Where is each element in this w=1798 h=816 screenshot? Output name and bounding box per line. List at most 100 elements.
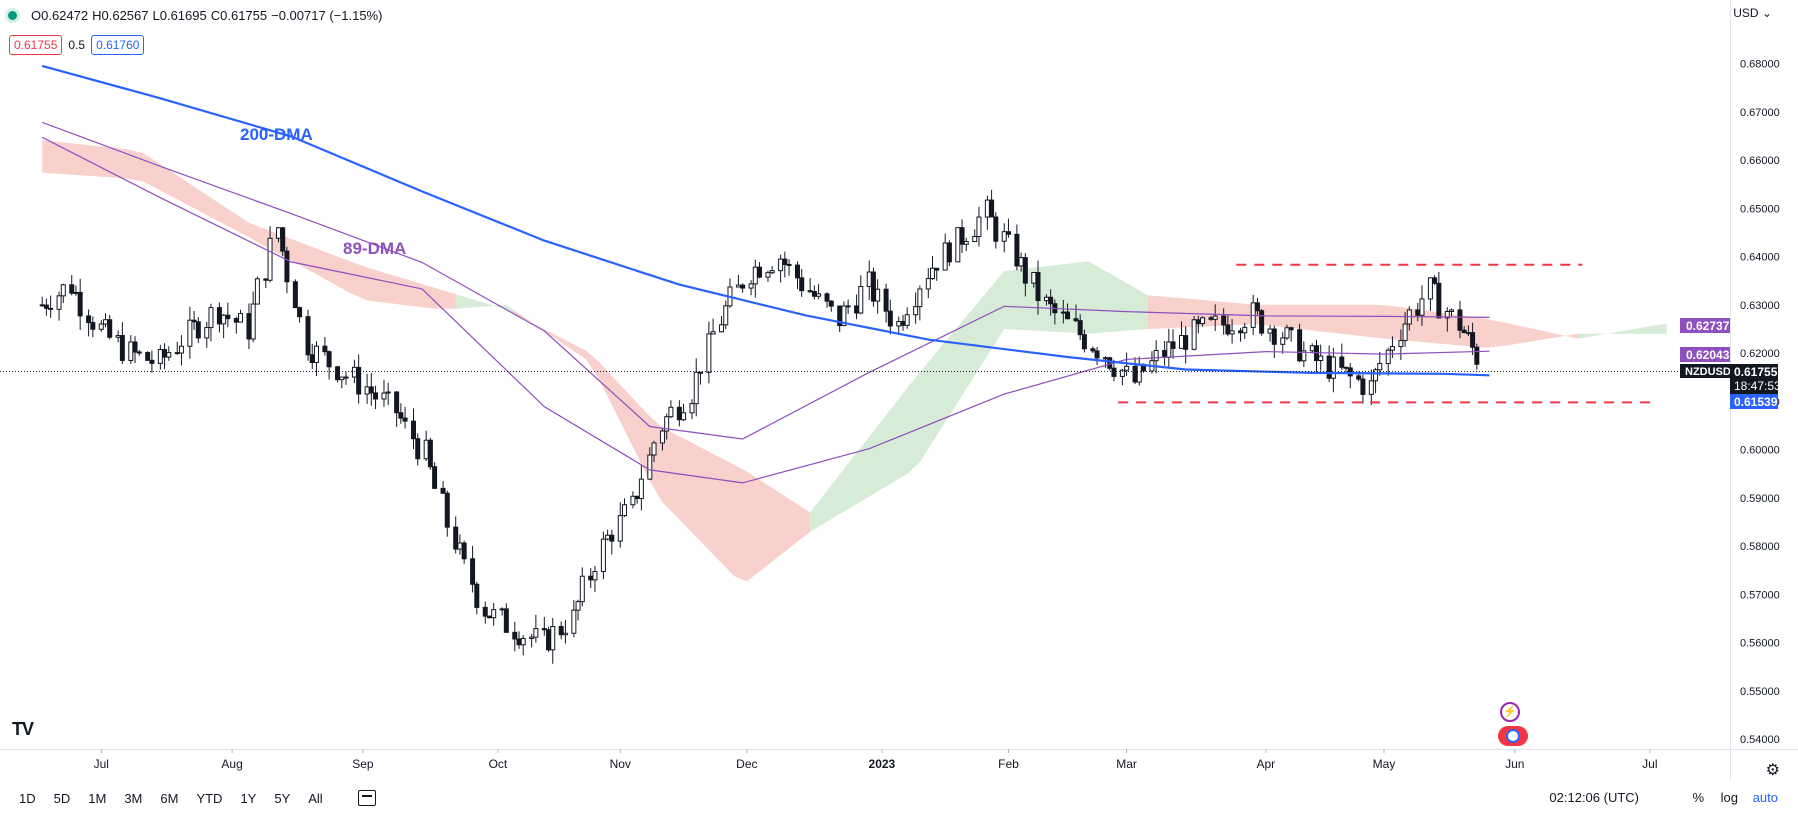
range-1d-button[interactable]: 1D	[19, 790, 36, 806]
cloud-segment-bullish	[1578, 324, 1667, 339]
cloud-value-text: 0.62043	[1686, 348, 1730, 362]
annotation-200-dma: 200-DMA	[240, 125, 313, 144]
candle-up	[520, 637, 526, 646]
candle-down	[516, 638, 522, 646]
buy-button[interactable]: 0.61760	[91, 35, 145, 55]
candle-down	[216, 307, 222, 325]
candle-down	[807, 290, 813, 293]
range-3m-button[interactable]: 3M	[124, 790, 143, 806]
candle-down	[86, 315, 92, 324]
candle-down	[322, 345, 328, 353]
candle-down	[368, 386, 374, 394]
candle-up	[562, 632, 568, 636]
y-tick-label: 0.54000	[1740, 734, 1780, 746]
gear-icon[interactable]: ⚙	[1765, 762, 1780, 779]
candle-up	[875, 288, 881, 302]
candle-up	[984, 199, 990, 218]
events-icons[interactable]: ⚡	[1498, 702, 1528, 746]
cloud-value-tag	[1680, 347, 1730, 362]
annotation-89-dma: 89-DMA	[343, 239, 406, 258]
ma89-value-tag	[1680, 318, 1730, 333]
candle-down	[263, 278, 269, 281]
utc-clock[interactable]: 02:12:06 (UTC)	[1549, 790, 1639, 805]
bottom-toolbar: 1D 5D 1M 3M 6M YTD 1Y 5Y All 02:12:06 (U…	[0, 780, 1798, 816]
candle-up	[1200, 317, 1206, 325]
candle-down	[794, 264, 800, 279]
candle-up	[1267, 328, 1273, 334]
cloud-segment-bullish	[455, 294, 515, 314]
market-open-icon	[8, 11, 17, 20]
range-all-button[interactable]: All	[308, 790, 323, 806]
candle-up	[896, 321, 902, 327]
candle-up	[102, 319, 108, 325]
log-toggle[interactable]: log	[1720, 790, 1738, 805]
range-5d-button[interactable]: 5D	[53, 790, 71, 806]
candle-down	[394, 391, 400, 414]
candle-down	[195, 321, 201, 339]
candle-down	[1360, 378, 1366, 395]
symbol-tag	[1680, 364, 1730, 378]
candle-up	[1136, 363, 1142, 383]
candle-down	[934, 267, 940, 271]
y-tick-label: 0.58000	[1740, 541, 1780, 553]
candle-up	[529, 636, 535, 639]
candle-down	[1343, 366, 1349, 369]
candle-up	[1166, 341, 1172, 358]
lightning-icon[interactable]: ⚡	[1500, 702, 1520, 722]
candle-down	[297, 307, 303, 318]
candle-down	[989, 199, 995, 218]
range-ytd-button[interactable]: YTD	[196, 790, 223, 806]
range-1y-button[interactable]: 1Y	[240, 790, 257, 806]
last-price-text: 0.61755	[1734, 365, 1778, 379]
x-tick-label: Mar	[1116, 757, 1137, 771]
candle-down	[1005, 231, 1011, 235]
candle-up	[250, 303, 256, 340]
candle-up	[313, 345, 319, 364]
candle-down	[136, 351, 142, 354]
candle-down	[1326, 355, 1332, 379]
tradingview-logo-icon: TV	[12, 719, 34, 739]
candle-down	[1461, 329, 1467, 334]
candle-up	[575, 601, 581, 611]
candle-up	[963, 241, 969, 245]
candle-down	[854, 305, 860, 314]
candle-up	[267, 237, 273, 281]
candle-up	[925, 278, 931, 290]
candle-up	[157, 349, 163, 364]
x-tick-label: Oct	[489, 757, 508, 771]
candle-down	[415, 438, 421, 460]
calendar-icon[interactable]	[357, 790, 376, 806]
candle-up	[1178, 335, 1184, 349]
range-1m-button[interactable]: 1M	[88, 790, 107, 806]
range-6m-button[interactable]: 6M	[160, 790, 179, 806]
candle-down	[1225, 324, 1231, 335]
candle-down	[828, 300, 834, 307]
candle-up	[681, 412, 687, 421]
candle-down	[1132, 365, 1138, 383]
percent-toggle[interactable]: %	[1692, 790, 1704, 805]
ma89-upper-line	[41, 121, 1490, 440]
candle-up	[1229, 330, 1235, 335]
x-tick-label: Apr	[1257, 757, 1276, 771]
candle-up	[841, 305, 847, 327]
sell-button[interactable]: 0.61755	[9, 35, 63, 55]
candle-up	[630, 495, 636, 506]
candle-up	[617, 515, 623, 542]
chart-annotations: 200-DMA 89-DMA	[240, 125, 406, 258]
candle-down	[461, 542, 467, 560]
x-tick-label: Aug	[221, 757, 242, 771]
candle-up	[364, 386, 370, 395]
change-value: −0.00717 (−1.15%)	[271, 8, 383, 23]
candle-up	[638, 478, 644, 500]
candle-up	[706, 333, 712, 373]
candle-down	[474, 583, 480, 608]
auto-toggle[interactable]: auto	[1752, 790, 1778, 805]
us-flag-event-icon[interactable]	[1498, 726, 1528, 746]
candle-up	[579, 575, 585, 603]
candle-up	[600, 538, 606, 573]
time-axis[interactable]: Jul Aug Sep Oct Nov Dec 2023 Feb Mar Apr May Jun Jul	[0, 749, 1798, 771]
range-5y-button[interactable]: 5Y	[274, 790, 291, 806]
currency-selector[interactable]: USD ⌄	[1733, 6, 1772, 20]
candle-up	[605, 534, 611, 540]
